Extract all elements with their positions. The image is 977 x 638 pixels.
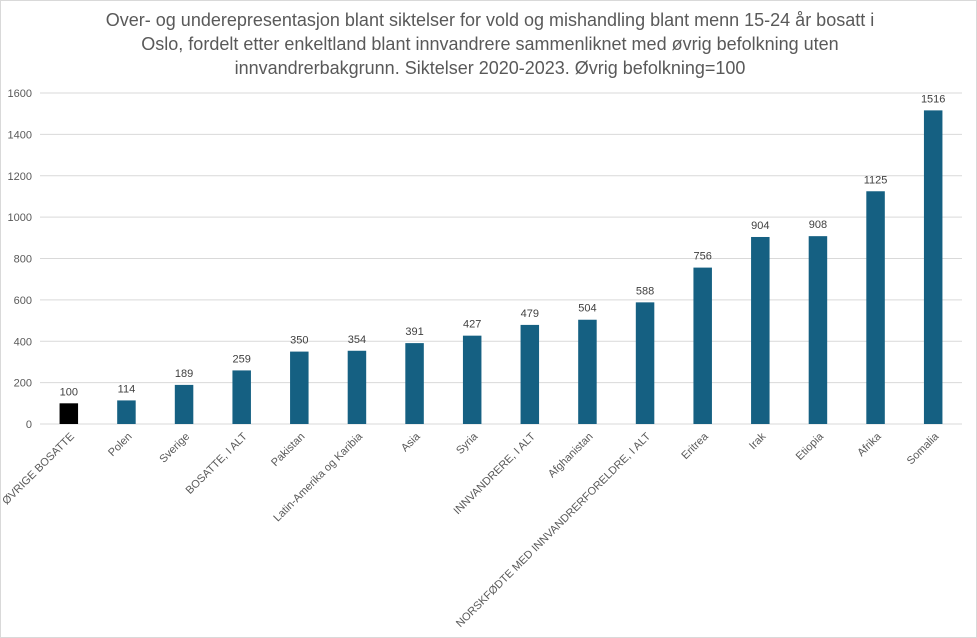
bar-afghanistan <box>578 320 597 424</box>
data-label: 588 <box>636 285 654 297</box>
y-tick-label: 1400 <box>8 129 32 141</box>
data-label: 391 <box>405 326 423 338</box>
data-label: 1125 <box>864 174 888 186</box>
bar-eritrea <box>693 268 712 424</box>
y-axis-ticks: 0 200 400 600 800 1000 1200 1400 1600 <box>8 88 32 431</box>
data-label: 1516 <box>921 93 945 105</box>
bar-asia <box>405 343 424 424</box>
x-tick-label: Eritrea <box>679 430 711 462</box>
data-label: 350 <box>290 335 308 347</box>
data-label: 100 <box>60 386 78 398</box>
bar-etiopia <box>809 236 828 424</box>
bar-chart: 0 200 400 600 800 1000 1200 1400 1600 100 114 189 2… <box>0 0 977 638</box>
data-label: 908 <box>809 219 827 231</box>
bar-pakistan <box>290 352 309 424</box>
data-label: 259 <box>233 353 251 365</box>
x-tick-label: Etiopia <box>794 430 827 463</box>
y-tick-label: 1000 <box>8 212 32 224</box>
bar-bosatte-i-alt <box>232 370 251 424</box>
y-tick-label: 1600 <box>8 88 32 100</box>
x-tick-label: ØVRIGE BOSATTE <box>0 431 77 508</box>
y-tick-label: 800 <box>14 254 32 266</box>
bar-øvrige-bosatte <box>60 403 79 424</box>
data-label: 904 <box>751 220 769 232</box>
data-label: 354 <box>348 334 366 346</box>
data-label: 189 <box>175 368 193 380</box>
y-tick-label: 600 <box>14 295 32 307</box>
x-tick-label: Syria <box>454 430 481 457</box>
data-label: 504 <box>578 303 596 315</box>
bar-norskfødte-med-innvandrerforeldre-i-alt <box>636 302 655 424</box>
bar-latin-amerika-og-karibia <box>348 351 367 424</box>
bar-polen <box>117 400 136 424</box>
x-tick-label: Irak <box>747 430 769 452</box>
bar-somalia <box>924 110 943 424</box>
y-tick-label: 0 <box>26 419 32 431</box>
bar-afrika <box>866 191 885 424</box>
x-tick-label: Asia <box>399 430 423 454</box>
bar-innvandrere-i-alt <box>521 325 540 424</box>
data-label: 114 <box>118 383 136 395</box>
bar-syria <box>463 336 482 424</box>
x-tick-label: NORSKFØDTE MED INNVANDRERFORELDRE, I ALT <box>454 430 653 629</box>
x-tick-label: Somalia <box>905 430 942 467</box>
data-label: 479 <box>521 308 539 320</box>
x-tick-label: Afrika <box>855 430 884 459</box>
x-tick-label: Polen <box>106 431 134 459</box>
data-label: 427 <box>463 319 481 331</box>
x-tick-label: Sverige <box>157 431 192 466</box>
y-tick-label: 1200 <box>8 171 32 183</box>
data-label: 756 <box>694 251 712 263</box>
x-tick-label: BOSATTE, I ALT <box>184 430 250 496</box>
y-tick-label: 200 <box>14 378 32 390</box>
bar-sverige <box>175 385 194 424</box>
bar-irak <box>751 237 770 424</box>
x-tick-label: Afghanistan <box>546 431 596 481</box>
y-tick-label: 400 <box>14 336 32 348</box>
x-tick-label: Pakistan <box>269 431 307 469</box>
